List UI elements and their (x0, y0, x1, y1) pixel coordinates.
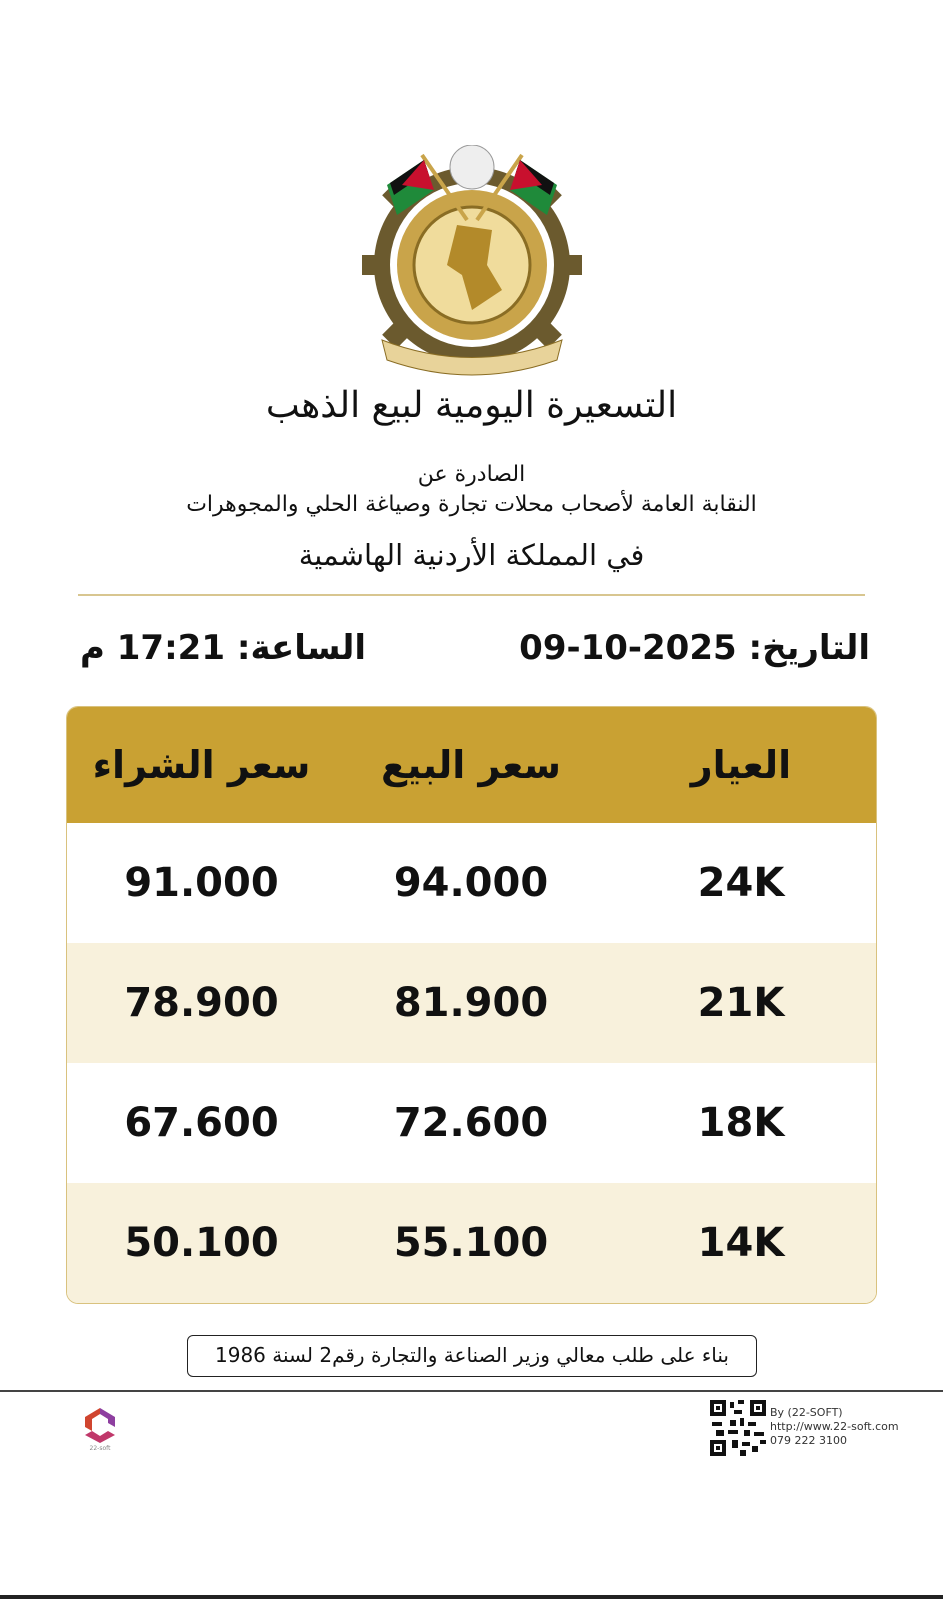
svg-text:22-soft: 22-soft (90, 1445, 112, 1451)
buy-price: 50.100 (124, 1220, 279, 1266)
divider (78, 594, 865, 596)
country: في المملكة الأردنية الهاشمية (298, 538, 645, 572)
page-title: التسعيرة اليومية لبيع الذهب (265, 385, 678, 426)
issued-by: الصادرة عن (417, 462, 526, 487)
karat: 14K (697, 1220, 785, 1266)
table-row: 21K 81.900 78.900 (67, 943, 876, 1063)
time: الساعة: 17:21 م (80, 628, 366, 668)
credits-phone: 079 222 3100 (770, 1434, 847, 1447)
table-row: 14K 55.100 50.100 (67, 1183, 876, 1303)
bottom-bar (0, 1595, 943, 1599)
karat: 21K (697, 980, 785, 1026)
date: التاريخ: 09-10-2025 (519, 628, 870, 668)
sell-price: 81.900 (393, 980, 549, 1026)
karat: 18K (697, 1100, 785, 1146)
table-row: 18K 72.600 67.600 (67, 1063, 876, 1183)
date-label: التاريخ: (748, 628, 870, 668)
table-header: العيار سعر البيع سعر الشراء (67, 707, 876, 823)
footer-divider (0, 1390, 943, 1392)
sell-price: 55.100 (393, 1220, 549, 1266)
qr-code-icon (710, 1400, 766, 1456)
credits-url[interactable]: http://www.22-soft.com (770, 1420, 899, 1433)
credits: By (22-SOFT) http://www.22-soft.com 079 … (770, 1406, 899, 1448)
header-karat: العيار (690, 743, 792, 787)
syndicate-logo (362, 145, 582, 376)
header-sell: سعر البيع (381, 743, 561, 787)
date-time-row: التاريخ: 09-10-2025 الساعة: 17:21 م (80, 628, 870, 678)
sell-price: 72.600 (393, 1100, 549, 1146)
time-value: 17:21 م (80, 628, 225, 668)
table-row: 24K 94.000 91.000 (67, 823, 876, 943)
sell-price: 94.000 (393, 860, 549, 906)
credits-by: By (22-SOFT) (770, 1406, 843, 1419)
ministry-note: بناء على طلب معالي وزير الصناعة والتجارة… (187, 1335, 757, 1377)
header-buy: سعر الشراء (92, 743, 311, 787)
22-soft-logo: 22-soft (85, 1408, 115, 1451)
date-value: 09-10-2025 (519, 628, 737, 668)
buy-price: 78.900 (124, 980, 279, 1026)
organization-name: النقابة العامة لأصحاب محلات تجارة وصياغة… (186, 492, 757, 517)
buy-price: 67.600 (124, 1100, 279, 1146)
karat: 24K (697, 860, 785, 906)
buy-price: 91.000 (124, 860, 279, 906)
price-table: العيار سعر البيع سعر الشراء 24K 94.000 9… (66, 706, 877, 1304)
time-label: الساعة: (236, 628, 367, 668)
